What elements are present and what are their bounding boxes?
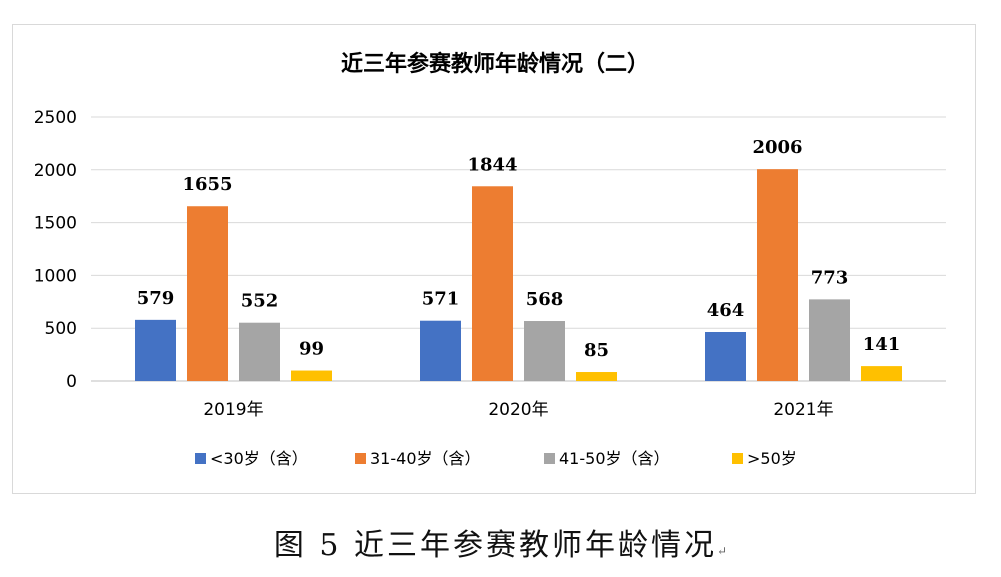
data-label: 99 bbox=[299, 339, 324, 360]
bar bbox=[705, 332, 746, 381]
bar bbox=[524, 321, 565, 381]
bar bbox=[187, 206, 228, 381]
bar bbox=[861, 366, 902, 381]
data-label: 1655 bbox=[182, 174, 232, 195]
data-label: 579 bbox=[137, 288, 175, 309]
paragraph-mark-icon: ↵ bbox=[717, 544, 728, 558]
legend-label: <30岁（含） bbox=[210, 449, 308, 468]
bar bbox=[239, 322, 280, 381]
bar bbox=[757, 169, 798, 381]
data-label: 2006 bbox=[752, 137, 802, 158]
data-label: 1844 bbox=[467, 154, 517, 175]
data-label: 773 bbox=[811, 267, 849, 288]
data-label: 141 bbox=[863, 334, 901, 355]
x-tick-label: 2019年 bbox=[203, 400, 263, 420]
bar bbox=[472, 186, 513, 381]
chart-title: 近三年参赛教师年龄情况（二） bbox=[341, 51, 649, 77]
data-label: 568 bbox=[526, 289, 564, 310]
bar bbox=[576, 372, 617, 381]
bar bbox=[809, 299, 850, 381]
chart-frame: 近三年参赛教师年龄情况（二） 0 500 1000 1500 2000 2500 579 165… bbox=[12, 24, 976, 494]
legend-swatch bbox=[544, 453, 555, 464]
caption-text: 图 5 近三年参赛教师年龄情况 bbox=[273, 528, 718, 563]
legend-label: 41-50岁（含） bbox=[559, 449, 670, 468]
y-tick-label: 0 bbox=[66, 372, 77, 392]
y-tick-label: 1500 bbox=[34, 214, 77, 234]
data-label: 571 bbox=[422, 289, 460, 310]
data-label: 552 bbox=[241, 291, 279, 312]
bar bbox=[135, 319, 176, 381]
legend-label: 31-40岁（含） bbox=[370, 449, 481, 468]
chart: 近三年参赛教师年龄情况（二） 0 500 1000 1500 2000 2500 579 165… bbox=[34, 51, 946, 468]
legend-label: >50岁 bbox=[747, 449, 797, 468]
legend-swatch bbox=[355, 453, 366, 464]
y-tick-label: 2500 bbox=[34, 108, 77, 128]
y-tick-label: 500 bbox=[45, 319, 77, 339]
x-tick-label: 2021年 bbox=[773, 400, 833, 420]
y-tick-label: 1000 bbox=[34, 266, 77, 286]
bar bbox=[291, 370, 332, 381]
data-label: 464 bbox=[707, 300, 745, 321]
legend-swatch bbox=[195, 453, 206, 464]
bar bbox=[420, 320, 461, 381]
y-tick-label: 2000 bbox=[34, 161, 77, 181]
legend-swatch bbox=[732, 453, 743, 464]
data-label: 85 bbox=[584, 340, 609, 361]
figure-caption: 图 5 近三年参赛教师年龄情况↵ bbox=[0, 520, 1001, 564]
x-tick-label: 2020年 bbox=[488, 400, 548, 420]
